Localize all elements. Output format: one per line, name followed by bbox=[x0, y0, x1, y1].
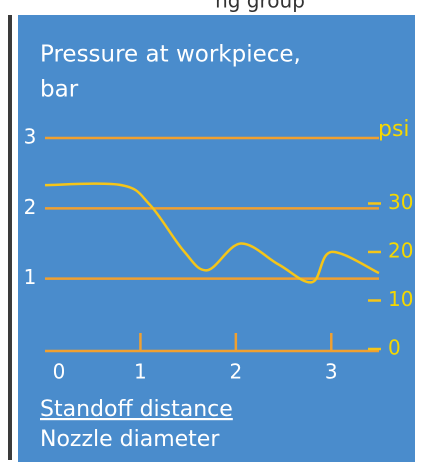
pressure-line bbox=[44, 182, 380, 284]
y2-tick-label: 0 bbox=[388, 336, 401, 360]
panel bbox=[18, 15, 415, 462]
y2-tick-label: 20 bbox=[388, 238, 413, 262]
title-line: bar bbox=[40, 77, 79, 103]
x-tick-label: 0 bbox=[53, 360, 66, 384]
y-tick-label: 1 bbox=[24, 265, 37, 289]
y-tick-label: 2 bbox=[24, 195, 37, 219]
y-tick-label: 3 bbox=[24, 125, 37, 149]
x-label-denominator: Nozzle diameter bbox=[40, 427, 220, 452]
title-line: Pressure at workpiece, bbox=[40, 42, 301, 68]
x-label-numerator: Standoff distance bbox=[40, 397, 233, 422]
side-rule bbox=[8, 15, 12, 460]
x-tick-label: 2 bbox=[229, 360, 242, 384]
y2-label: psi bbox=[378, 117, 410, 142]
x-tick-label: 1 bbox=[134, 360, 147, 384]
y2-tick-label: 10 bbox=[388, 287, 413, 311]
y2-tick-label: 30 bbox=[388, 190, 413, 214]
header-text: ng group bbox=[215, 0, 305, 13]
x-tick-label: 3 bbox=[325, 360, 338, 384]
